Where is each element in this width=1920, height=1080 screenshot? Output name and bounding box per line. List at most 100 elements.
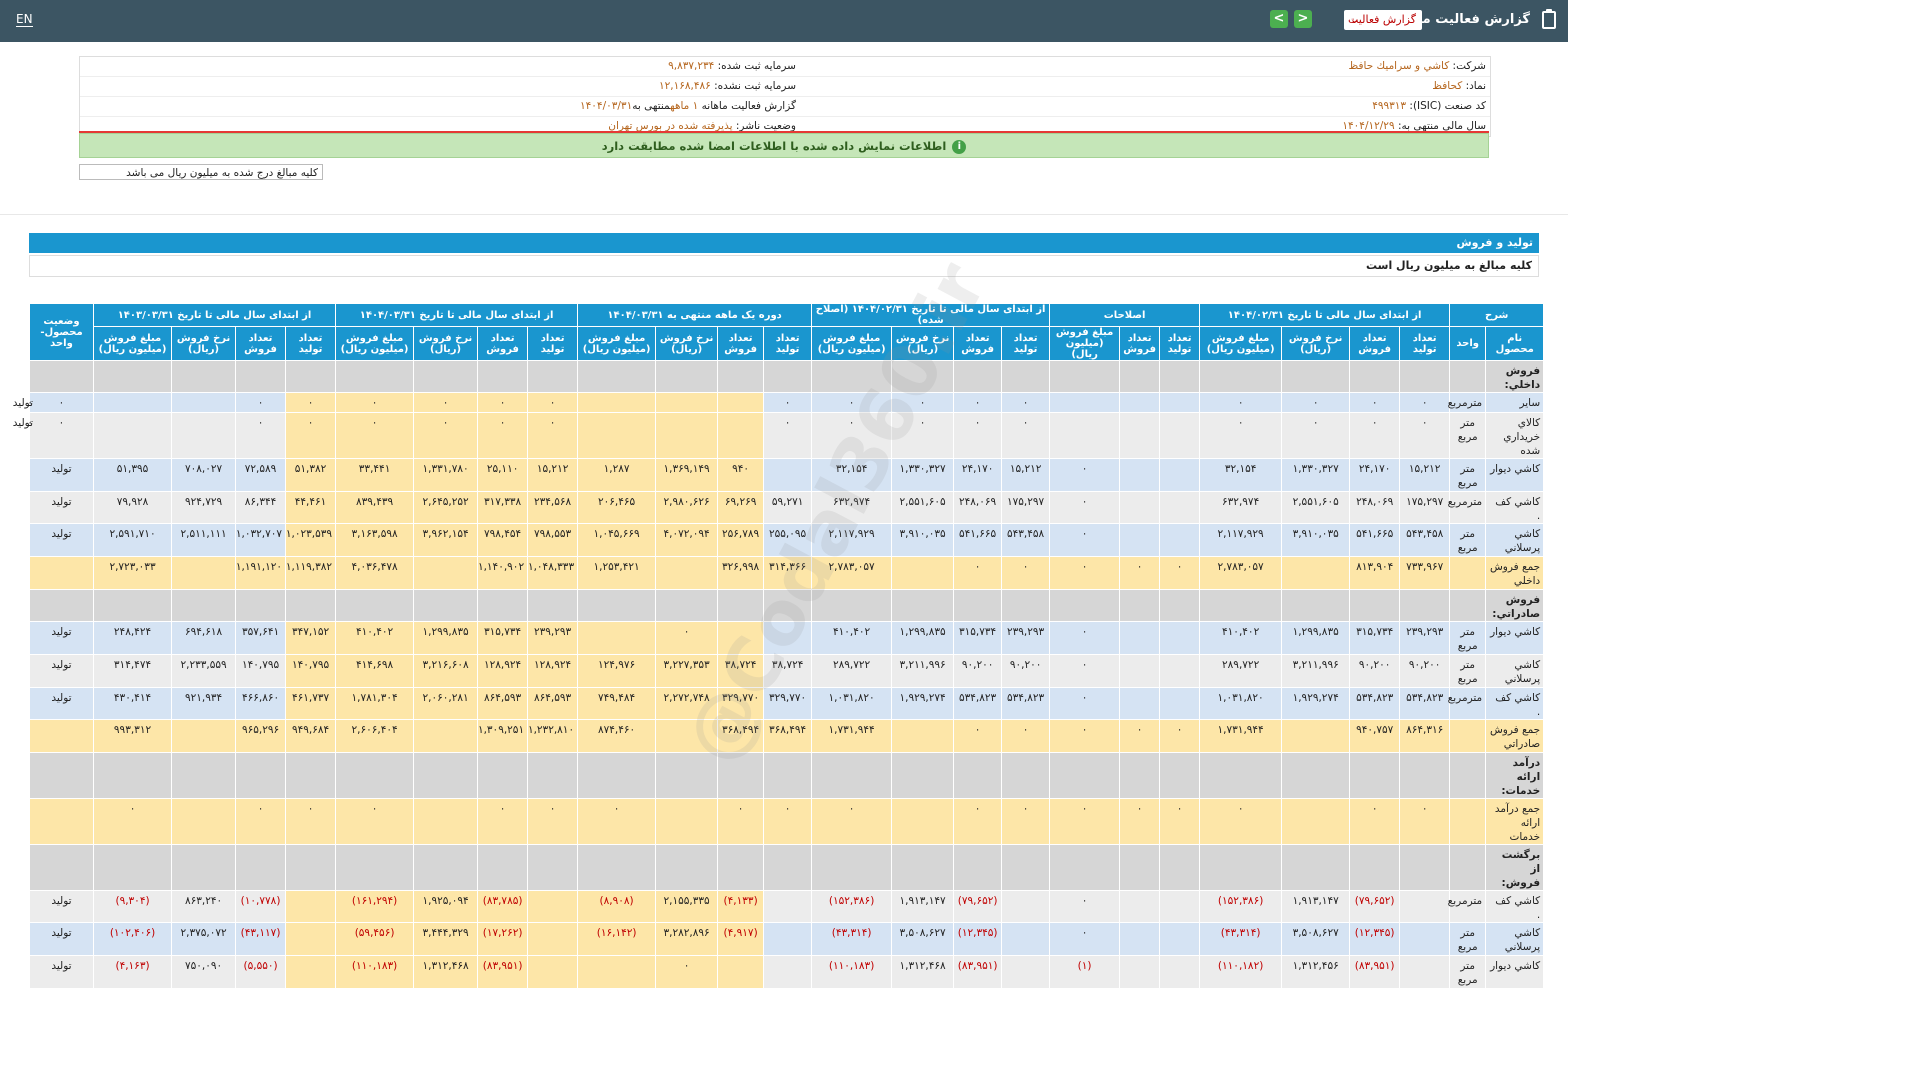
table-cell: ۳,۹۶۲,۱۵۴ (413, 523, 479, 557)
table-cell: ۲,۶۴۵,۲۵۲ (413, 491, 479, 524)
column-header: تعداد تولید (763, 326, 813, 361)
table-cell (413, 589, 479, 622)
total-row: جمع درآمد ارائه خدمات ٠ ٠ ٠ ٠ ٠ ٠ ٠ ٠ ٠ ٠ ٠ ٠ ٠ ٠ ٠ ٠ ٠ ٠ (29, 798, 1545, 845)
table-cell: (۷۹,۶۵۲) (1349, 890, 1401, 923)
table-cell: ۱,۹۲۹,۲۷۴ (1281, 687, 1351, 720)
table-cell (891, 844, 955, 891)
table-cell: ۳۱۵,۷۳۴ (477, 621, 529, 655)
status-cell: تولید (29, 523, 94, 557)
table-cell (811, 360, 893, 393)
verification-notice-text: اطلاعات نمایش داده شده با اطلاعات امضا ش… (601, 139, 947, 153)
table-cell (335, 752, 415, 799)
table-cell: ۵۴۱,۶۶۵ (1349, 523, 1401, 557)
table-cell: ٠ (92, 798, 173, 845)
table-cell: ۱,۰۲۳,۵۳۹ (285, 523, 337, 557)
column-header: تعداد تولید (527, 326, 579, 361)
table-row: كاشي پرسلاني متر مربع ۵۴۳,۴۵۸ ۵۴۱,۶۶۵ ۳,۹۱۰,… (29, 523, 1545, 557)
group-header: از ابتدای سال مالی تا تاریخ ۱۴۰۴/۰۲/۳۱ (1199, 303, 1451, 327)
table-cell (413, 360, 479, 393)
table-cell: (۸۳,۹۵۱) (953, 955, 1003, 989)
table-cell: ۹۰,۲۰۰ (1001, 654, 1051, 688)
company-value: كاشي و سراميك حافظ (1348, 60, 1450, 72)
top-bar: EN گزارش فعالیت ماهانه گزارش فعالیت ⌄ > … (0, 0, 1568, 42)
report-type-select[interactable]: گزارش فعالیت ⌄ (1344, 10, 1422, 30)
table-cell: ٠ (527, 392, 579, 413)
table-row: كاشي پرسلاني متر مربع ۹۰,۲۰۰ ۹۰,۲۰۰ ۳,۲۱۱,۹۹… (29, 654, 1545, 688)
table-cell: ۱,۱۱۹,۳۸۲ (285, 556, 337, 590)
table-cell (1159, 922, 1201, 956)
table-cell: ۱,۹۲۹,۲۷۴ (891, 687, 955, 720)
table-cell (1281, 844, 1351, 891)
table-cell (763, 458, 813, 492)
table-cell: ۳۶۸,۴۹۴ (717, 719, 765, 753)
section-label: برگشت از فروش: (1485, 844, 1545, 891)
table-cell (577, 589, 657, 622)
table-cell: ۳۱۴,۳۶۶ (763, 556, 813, 590)
prev-button[interactable]: < (1270, 10, 1288, 28)
table-cell: ۷۰۸,۰۲۷ (171, 458, 237, 492)
table-cell: ٠ (1349, 392, 1401, 413)
table-cell: (۱۵۲,۳۸۶) (1199, 890, 1283, 923)
table-cell (1281, 752, 1351, 799)
unregistered-capital-label: سرمایه ثبت نشده: (714, 80, 796, 92)
table-cell: ۸۶۳,۲۴۰ (171, 890, 237, 923)
table-cell: ۱,۳۰۹,۲۵۱ (477, 719, 529, 753)
table-cell (953, 589, 1003, 622)
status-cell (29, 719, 94, 753)
table-cell: ۳,۵۰۸,۶۲۷ (891, 922, 955, 956)
language-switch-link[interactable]: EN (16, 12, 33, 27)
table-cell: ۹۴۰,۷۵۷ (1349, 719, 1401, 753)
info-row-2: نماد: کحافظ سرمایه ثبت نشده: ۱۲,۱۶۸,۴۸۶ (80, 77, 1490, 97)
table-cell: ۱۲۸,۹۲۴ (477, 654, 529, 688)
product-name: جمع فروش صادراتي (1485, 719, 1545, 753)
table-cell: ۶۳۲,۹۷۴ (1199, 491, 1283, 524)
table-cell: ۵۴۳,۴۵۸ (1001, 523, 1051, 557)
table-cell: (۵۹,۴۵۶) (335, 922, 415, 956)
section-row: درآمد ارائه خدمات: (29, 752, 1545, 799)
table-cell: (۴,۱۶۳) (92, 955, 173, 989)
publisher-status-value: پذیرفته شده در بورس تهران (608, 120, 733, 132)
publisher-status-field: وضعیت ناشر: پذیرفته شده در بورس تهران (608, 117, 796, 136)
capital-value: ۹,۸۳۷,۲۳۴ (668, 60, 715, 72)
product-name: كالاي خريداري شده (1485, 412, 1545, 459)
table-cell (335, 844, 415, 891)
company-label: شرکت: (1452, 60, 1486, 72)
status-cell (29, 556, 94, 590)
table-cell (1159, 687, 1201, 720)
unit-cell: متر مربع (1449, 412, 1487, 459)
table-cell: ٠ (655, 621, 719, 655)
table-cell (1199, 752, 1283, 799)
table-cell (763, 955, 813, 989)
table-cell: ۱,۳۱۲,۴۶۸ (413, 955, 479, 989)
table-cell (92, 392, 173, 413)
table-cell: ۵۳۴,۸۲۳ (1001, 687, 1051, 720)
table-cell: ٠ (1049, 556, 1121, 590)
table-cell (285, 922, 337, 956)
table-cell (1049, 752, 1121, 799)
report-type-select-value: گزارش فعالیت (1348, 13, 1416, 26)
table-cell: ۳,۲۱۱,۹۹۶ (891, 654, 955, 688)
table-cell (1001, 922, 1051, 956)
unit-cell: مترمربع (1448, 890, 1487, 923)
divider (79, 131, 1489, 133)
table-cell: ٠ (1001, 798, 1051, 845)
table-cell (1399, 844, 1451, 891)
table-cell: ۹۲۱,۹۳۴ (171, 687, 237, 720)
isic-value: ۴۹۹۳۱۳ (1372, 100, 1407, 112)
table-cell (1281, 719, 1351, 753)
table-cell: ۶۹۴,۶۱۸ (171, 621, 237, 655)
table-cell (891, 798, 955, 845)
table-cell (1001, 844, 1051, 891)
table-cell (1119, 752, 1161, 799)
table-cell (1281, 798, 1351, 845)
table-cell: ۱,۱۴۰,۹۰۲ (477, 556, 529, 590)
table-cell: ۷۴۹,۴۸۴ (577, 687, 657, 720)
table-cell: ٠ (235, 412, 287, 459)
product-name: كاشي كف . (1485, 491, 1545, 524)
next-button[interactable]: > (1294, 10, 1312, 28)
table-cell: ۱,۲۸۷ (577, 458, 657, 492)
table-cell: ۲,۰۶۰,۲۸۱ (413, 687, 479, 720)
table-cell: ٠ (811, 392, 893, 413)
table-cell: (۴۳,۱۱۷) (235, 922, 287, 956)
table-cell: (۱۲,۳۴۵) (953, 922, 1003, 956)
